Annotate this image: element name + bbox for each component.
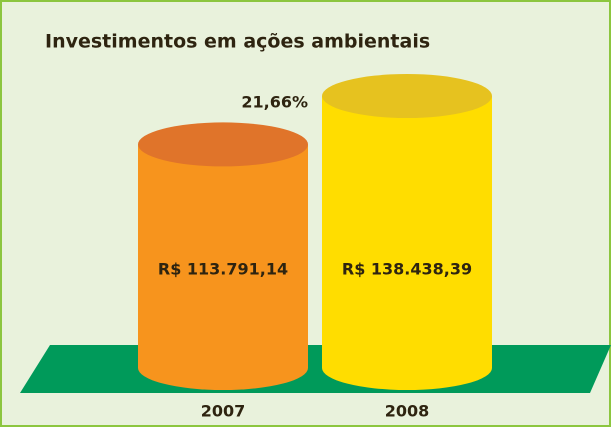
x-tick-label: 2007 bbox=[201, 402, 246, 421]
cylinder-top bbox=[322, 74, 492, 118]
chart-title: Investimentos em ações ambientais bbox=[45, 31, 430, 53]
x-tick-label: 2008 bbox=[385, 402, 430, 421]
cylinder-top bbox=[138, 122, 308, 167]
value-label: R$ 113.791,14 bbox=[158, 260, 288, 279]
annotation: 21,66% bbox=[241, 93, 308, 112]
value-label: R$ 138.438,39 bbox=[342, 260, 472, 279]
cylinder bbox=[138, 144, 308, 390]
floor bbox=[20, 345, 611, 393]
cylinder bbox=[322, 96, 492, 390]
